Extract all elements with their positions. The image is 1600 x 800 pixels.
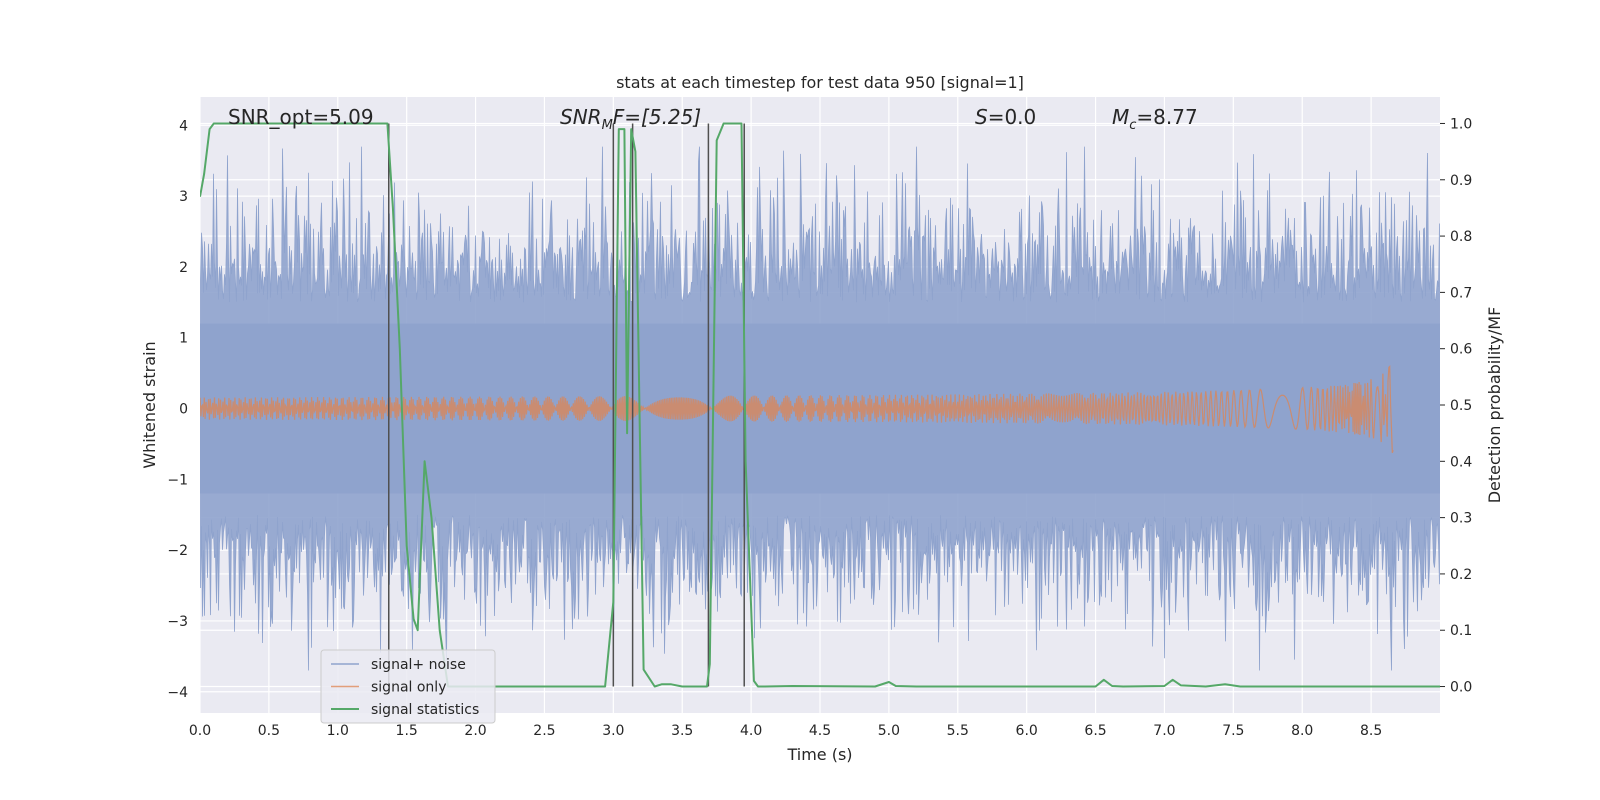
y2-tick-label: 0.1 xyxy=(1450,623,1472,639)
y-tick-label: −1 xyxy=(167,472,188,488)
chart-title: stats at each timestep for test data 950… xyxy=(616,73,1024,92)
x-tick-label: 7.5 xyxy=(1222,723,1244,739)
x-tick-labels: 0.0 0.5 1.0 1.5 2.0 2.5 3.0 3.5 4.0 4.5 5.0 5.5 6.0 6… xyxy=(189,723,1382,739)
x-tick-label: 8.0 xyxy=(1291,723,1313,739)
y-tick-label: −3 xyxy=(167,614,188,630)
snr-mf-main: SNR xyxy=(560,105,602,129)
x-tick-label: 4.5 xyxy=(809,723,831,739)
x-tick-label: 6.5 xyxy=(1084,723,1106,739)
y-tick-label: −4 xyxy=(167,685,188,701)
y2-tick-label: 0.0 xyxy=(1450,680,1472,696)
x-tick-label: 6.0 xyxy=(1016,723,1038,739)
x-tick-label: 2.5 xyxy=(533,723,555,739)
y2-tick-label: 0.8 xyxy=(1450,229,1472,245)
y2-tick-label: 0.6 xyxy=(1450,342,1472,358)
y-tick-label: 0 xyxy=(179,402,188,418)
x-tick-label: 3.5 xyxy=(671,723,693,739)
y-tick-label: 3 xyxy=(179,189,188,205)
x-tick-label: 5.5 xyxy=(947,723,969,739)
annotation-snr-mf: SNRMF=[5.25] xyxy=(560,105,701,133)
annotation-snr-opt: SNR_opt=5.09 xyxy=(228,105,374,129)
x-tick-label: 2.0 xyxy=(464,723,486,739)
snr-mf-rest: F=[5.25] xyxy=(613,105,701,129)
y-axis-label: Whitened strain xyxy=(140,341,159,468)
x-axis-label: Time (s) xyxy=(786,745,852,764)
y2-tick-label: 0.5 xyxy=(1450,398,1472,414)
x-tick-label: 7.0 xyxy=(1153,723,1175,739)
y-tick-label: 1 xyxy=(179,331,188,347)
y2-tick-labels: 1.0 0.9 0.8 0.7 0.6 0.5 0.4 0.3 0.2 0.1 0.0 xyxy=(1440,116,1472,696)
annotation-s: S=0.0 xyxy=(975,105,1036,129)
legend-box xyxy=(320,649,496,724)
y2-tick-label: 0.9 xyxy=(1450,173,1472,189)
x-tick-label: 1.5 xyxy=(396,723,418,739)
legend-label-signal-noise: signal+ noise xyxy=(371,657,466,673)
x-tick-label: 5.0 xyxy=(878,723,900,739)
x-tick-label: 3.0 xyxy=(602,723,624,739)
annotation-mc: Mc=8.77 xyxy=(1112,105,1198,133)
x-tick-label: 0.0 xyxy=(189,723,211,739)
x-tick-label: 4.0 xyxy=(740,723,762,739)
y-tick-label: −2 xyxy=(167,543,188,559)
y2-tick-label: 0.7 xyxy=(1450,285,1472,301)
chirp-waveform xyxy=(200,365,1394,454)
s-rest: =0.0 xyxy=(988,105,1037,129)
y-tick-label: 4 xyxy=(179,118,188,134)
s-main: S xyxy=(975,105,988,129)
y2-axis-label: Detection probability/MF xyxy=(1485,307,1504,504)
series-signal-only xyxy=(200,365,1394,454)
mc-rest: =8.77 xyxy=(1136,105,1197,129)
legend: signal+ noise signal only signal statist… xyxy=(320,649,496,724)
y-tick-labels: 4 3 2 1 0 −1 −2 −3 −4 xyxy=(167,118,188,700)
x-tick-label: 0.5 xyxy=(258,723,280,739)
y2-tick-label: 1.0 xyxy=(1450,116,1472,132)
y2-tick-label: 0.3 xyxy=(1450,511,1472,527)
x-tick-label: 1.0 xyxy=(327,723,349,739)
mc-main: M xyxy=(1112,105,1129,129)
x-tick-label: 8.5 xyxy=(1360,723,1382,739)
y-tick-label: 2 xyxy=(179,260,188,276)
snr-mf-sub: M xyxy=(602,118,613,133)
legend-label-signal-only: signal only xyxy=(371,680,446,696)
y2-tick-label: 0.4 xyxy=(1450,454,1472,470)
legend-label-signal-statistics: signal statistics xyxy=(371,702,479,718)
series-signal-statistics xyxy=(200,122,1440,688)
y2-tick-label: 0.2 xyxy=(1450,567,1472,583)
mc-sub: c xyxy=(1129,118,1136,133)
